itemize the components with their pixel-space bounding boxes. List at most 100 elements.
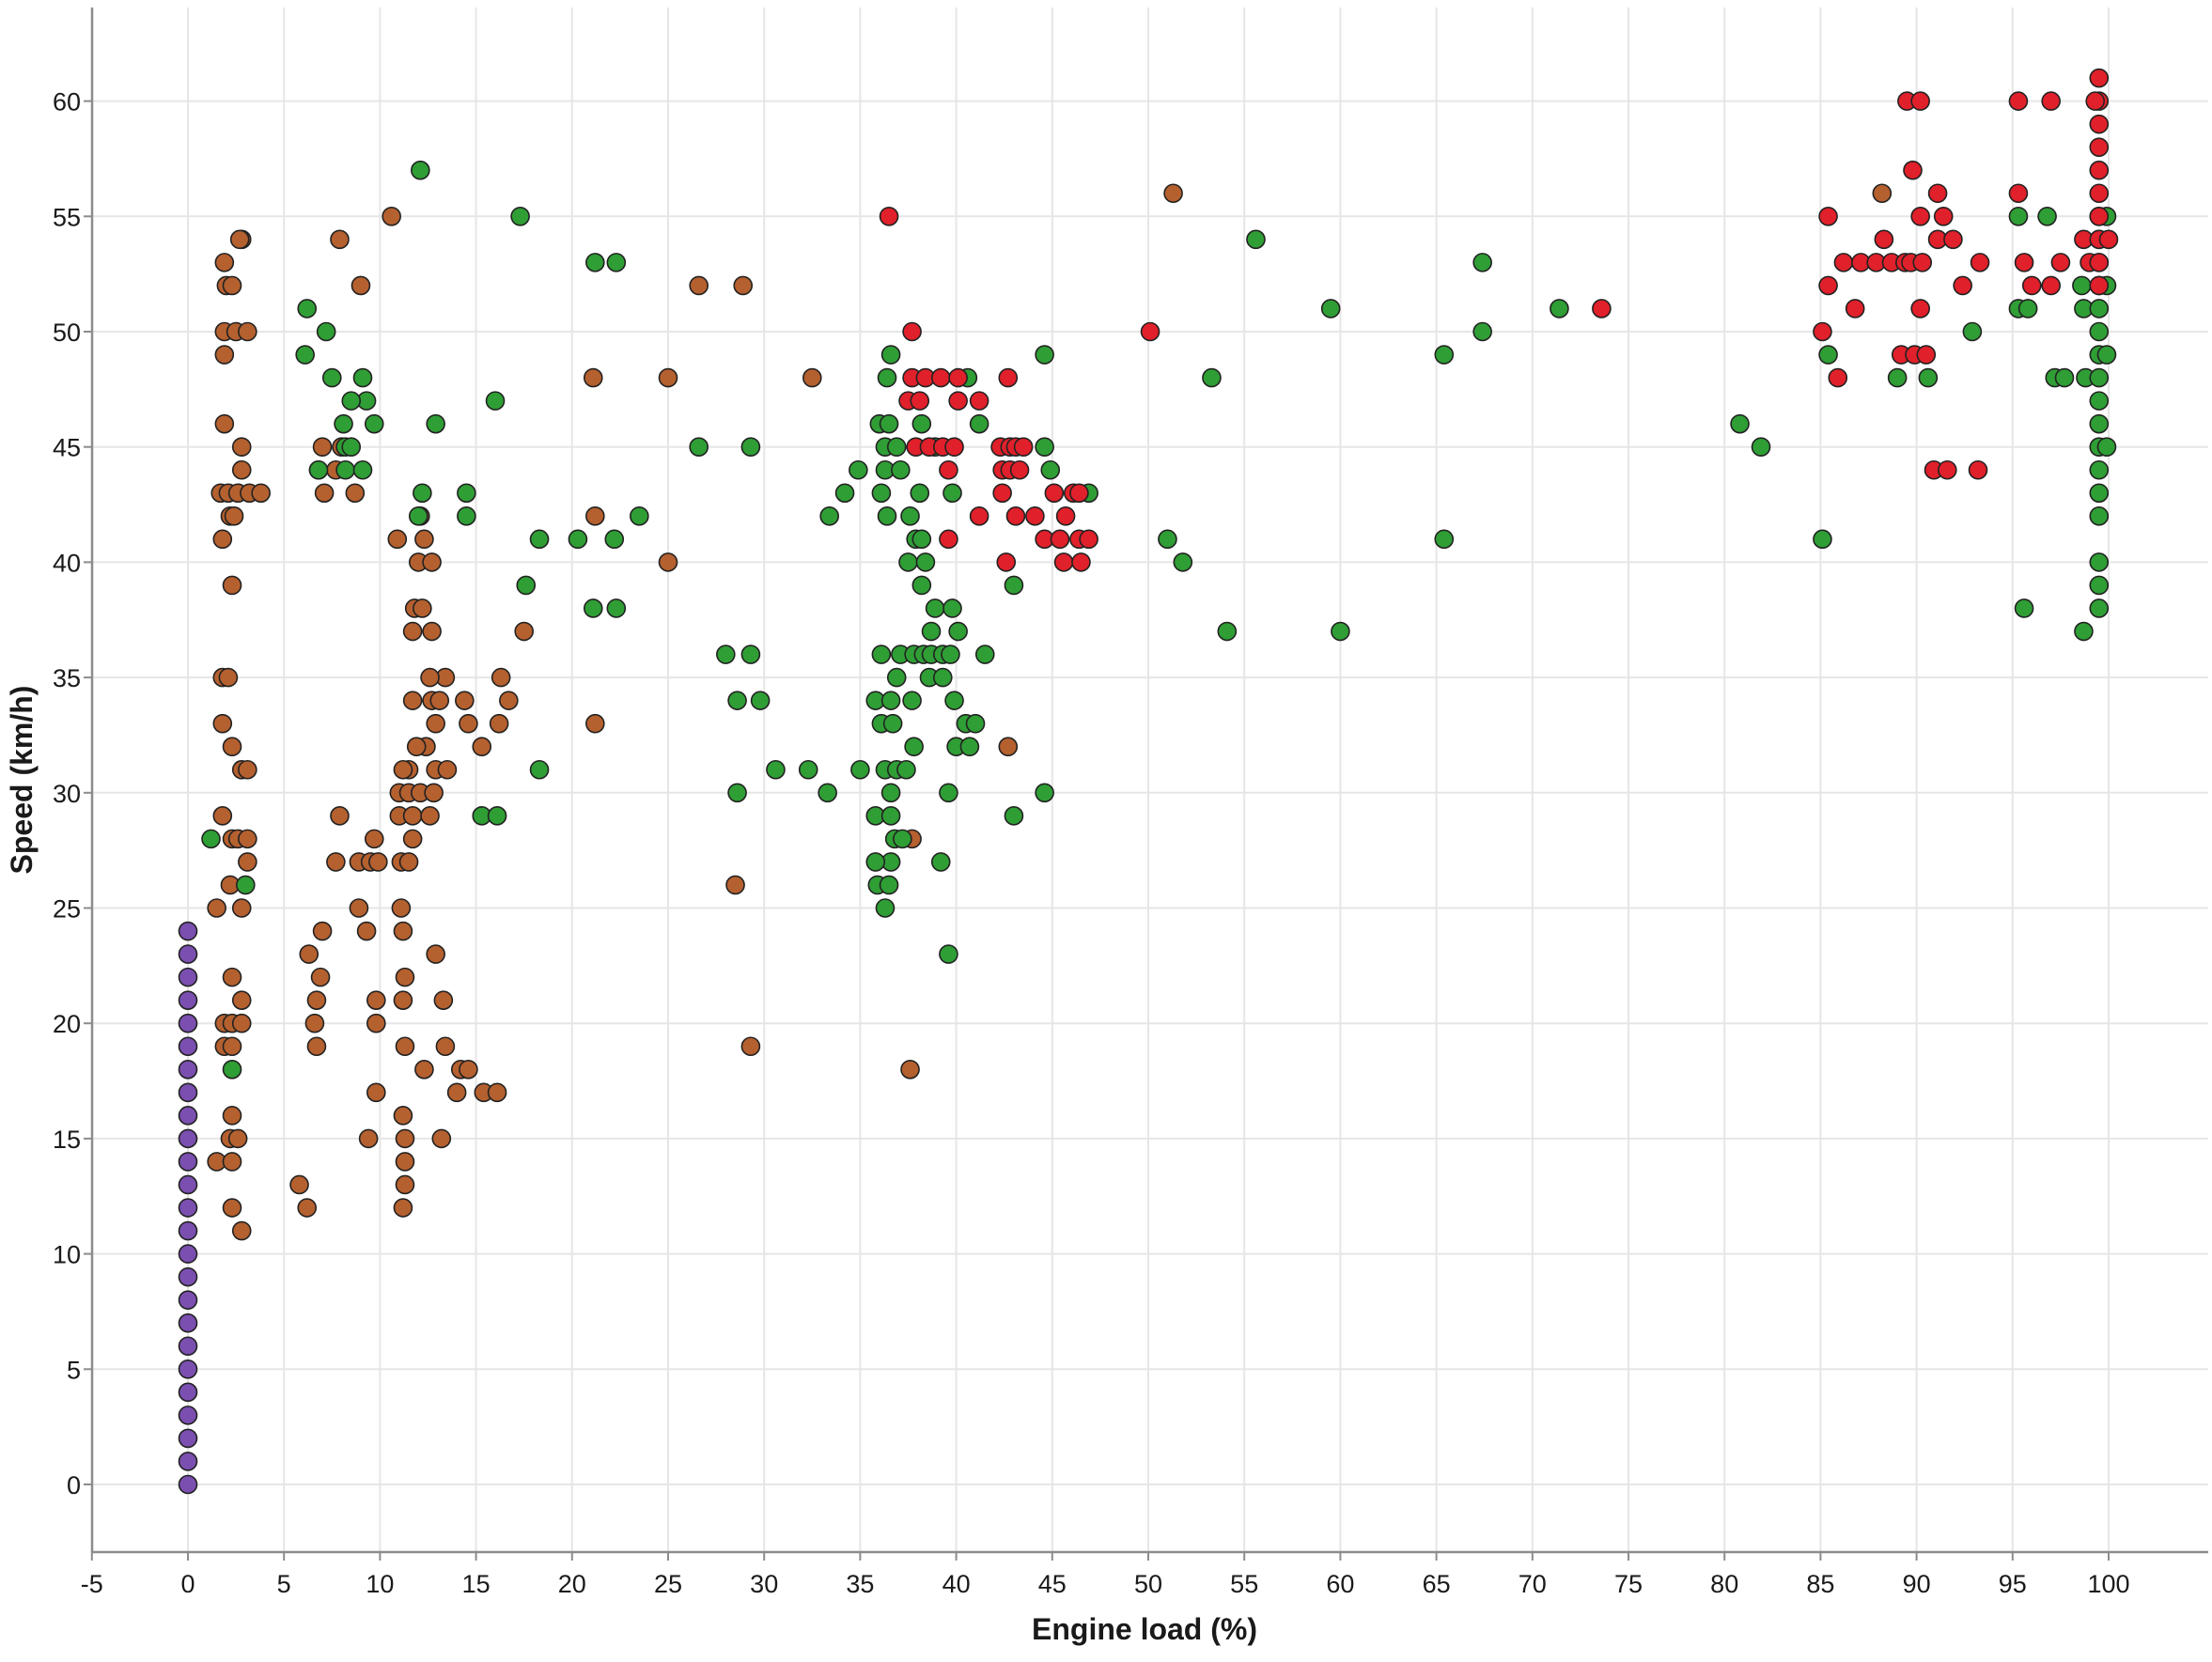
data-point (2017, 299, 2038, 318)
y-tick-label: 40 (53, 549, 81, 577)
data-point (965, 713, 986, 734)
data-point (489, 713, 509, 734)
data-point (880, 691, 901, 710)
x-tick-label: 40 (942, 1570, 971, 1598)
data-point (733, 275, 754, 296)
data-point (178, 1198, 198, 1218)
data-point (1912, 253, 1933, 272)
data-point (1813, 321, 1832, 342)
data-point (1943, 229, 1963, 250)
data-point (345, 483, 366, 504)
data-point (366, 1082, 386, 1103)
data-point (516, 575, 537, 596)
data-point (893, 829, 912, 849)
data-point (727, 783, 747, 803)
data-point (944, 691, 964, 710)
data-point (297, 1198, 318, 1218)
data-point (1472, 321, 1492, 342)
y-tick-label: 10 (53, 1241, 81, 1269)
data-point (2089, 137, 2110, 157)
x-tick-label: 15 (462, 1570, 491, 1598)
data-point (222, 1059, 242, 1080)
x-tick-label: 5 (277, 1570, 291, 1598)
data-point (231, 459, 252, 480)
data-point (356, 921, 377, 941)
data-point (316, 321, 336, 342)
x-tick-label: 25 (654, 1570, 682, 1598)
data-point (727, 691, 747, 710)
data-point (948, 391, 968, 411)
data-point (1962, 321, 1983, 342)
data-point (1550, 299, 1569, 318)
data-point (491, 667, 511, 688)
data-point (395, 1152, 415, 1172)
data-point (1044, 483, 1065, 504)
data-point (1592, 299, 1612, 318)
data-point (341, 391, 362, 411)
data-point (583, 598, 603, 618)
data-points (178, 68, 2119, 1495)
data-point (1933, 207, 1954, 226)
data-point (229, 229, 250, 250)
data-point (457, 506, 476, 526)
data-point (2008, 91, 2029, 111)
data-point (689, 437, 709, 458)
data-point (1009, 459, 1030, 480)
data-point (879, 413, 899, 434)
data-point (178, 990, 198, 1010)
data-point (426, 944, 445, 964)
data-point (1035, 783, 1054, 803)
data-point (802, 367, 822, 388)
data-point (2089, 114, 2110, 134)
data-point (2089, 459, 2110, 480)
data-point (2089, 575, 2110, 596)
data-point (514, 621, 535, 642)
data-point (2041, 91, 2061, 111)
data-point (2014, 598, 2034, 618)
data-point (364, 829, 384, 849)
data-point (1751, 437, 1771, 458)
data-point (178, 1336, 198, 1357)
data-point (437, 759, 458, 780)
data-point (308, 459, 329, 480)
data-point (231, 990, 252, 1010)
data-point (1025, 506, 1045, 526)
data-point (238, 852, 257, 872)
data-point (178, 1290, 198, 1310)
data-point (222, 575, 242, 596)
data-point (2089, 483, 2110, 504)
data-point (996, 552, 1017, 572)
data-point (321, 367, 342, 388)
data-point (222, 737, 242, 757)
data-point (529, 759, 550, 780)
data-point (2089, 275, 2110, 296)
data-point (2089, 160, 2110, 180)
data-point (798, 759, 818, 780)
data-point (1918, 367, 1939, 388)
data-point (178, 1428, 198, 1449)
data-point (716, 645, 736, 664)
data-point (312, 437, 333, 458)
data-point (1927, 183, 1948, 204)
data-point (900, 1059, 920, 1080)
data-point (402, 621, 423, 642)
data-point (499, 691, 519, 710)
data-point (1887, 367, 1908, 388)
data-point (1845, 299, 1865, 318)
x-tick-label: 45 (1038, 1570, 1067, 1598)
data-point (231, 1013, 252, 1033)
data-point (413, 483, 432, 504)
data-point (1163, 183, 1183, 204)
data-point (2072, 275, 2092, 296)
x-tick-label: 95 (1999, 1570, 2027, 1598)
data-point (910, 483, 930, 504)
data-point (2098, 229, 2119, 250)
data-point (939, 783, 958, 803)
y-tick-label: 5 (67, 1356, 81, 1384)
data-point (941, 645, 960, 664)
data-point (178, 1220, 198, 1241)
x-tick-label: 0 (180, 1570, 195, 1598)
data-point (1910, 207, 1930, 226)
data-point (214, 413, 235, 434)
data-point (1828, 367, 1848, 388)
